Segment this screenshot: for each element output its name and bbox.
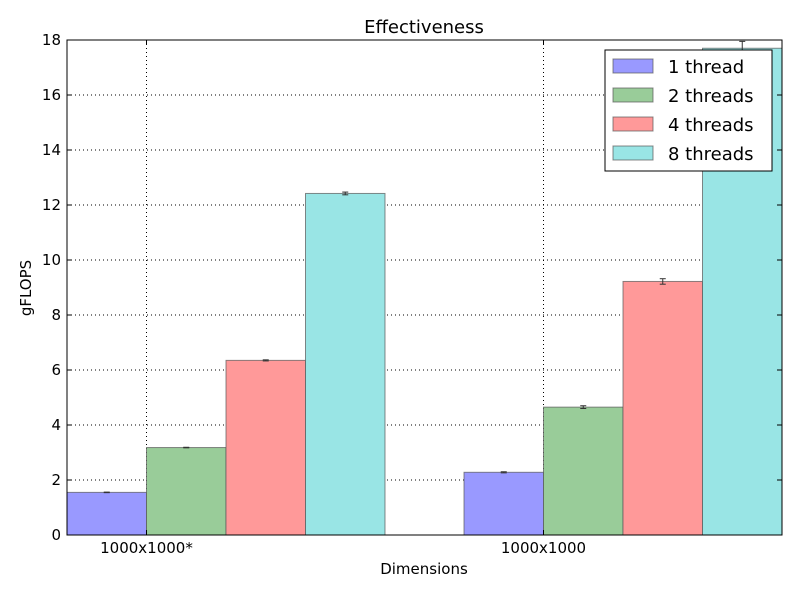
legend: 1 thread 2 threads 4 threads 8 threads	[604, 49, 773, 172]
y-axis-label: gFLOPS	[17, 260, 35, 316]
y-tick-label: 16	[42, 86, 61, 104]
y-tick-label: 2	[51, 471, 61, 489]
legend-swatch	[612, 145, 654, 161]
y-tick-label: 12	[42, 196, 61, 214]
bars	[66, 40, 783, 536]
legend-swatch	[612, 87, 654, 103]
bar-3-2	[622, 280, 703, 536]
bar-2-2	[543, 406, 624, 536]
x-tick-label: 1000x1000*	[100, 539, 193, 557]
y-tick-label: 6	[51, 361, 61, 379]
bar-4-1	[305, 192, 386, 536]
y-tick-label: 8	[51, 306, 61, 324]
y-tick-label: 18	[42, 31, 61, 49]
y-tick-label: 10	[42, 251, 61, 269]
legend-label: 4 threads	[668, 115, 754, 136]
legend-swatch	[612, 58, 654, 74]
y-tick-label: 0	[51, 526, 61, 544]
bar-1-1	[66, 491, 147, 536]
chart-title: Effectiveness	[364, 17, 484, 38]
bar-3-1	[225, 359, 306, 536]
legend-swatch	[612, 116, 654, 132]
axis-ticks: 0 2 4 6 8 10 12 14 16 18 1000x1000* 1000x1000	[42, 31, 782, 557]
x-tick-label: 1000x1000	[501, 539, 586, 557]
y-tick-label: 14	[42, 141, 61, 159]
legend-label: 1 thread	[668, 57, 744, 78]
plot-frame	[66, 39, 783, 536]
legend-label: 8 threads	[668, 144, 754, 165]
x-axis-label: Dimensions	[380, 560, 468, 578]
bar-2-1	[146, 447, 227, 536]
y-tick-label: 4	[51, 416, 61, 434]
legend-label: 2 threads	[668, 86, 754, 107]
bar-1-2	[463, 471, 544, 536]
